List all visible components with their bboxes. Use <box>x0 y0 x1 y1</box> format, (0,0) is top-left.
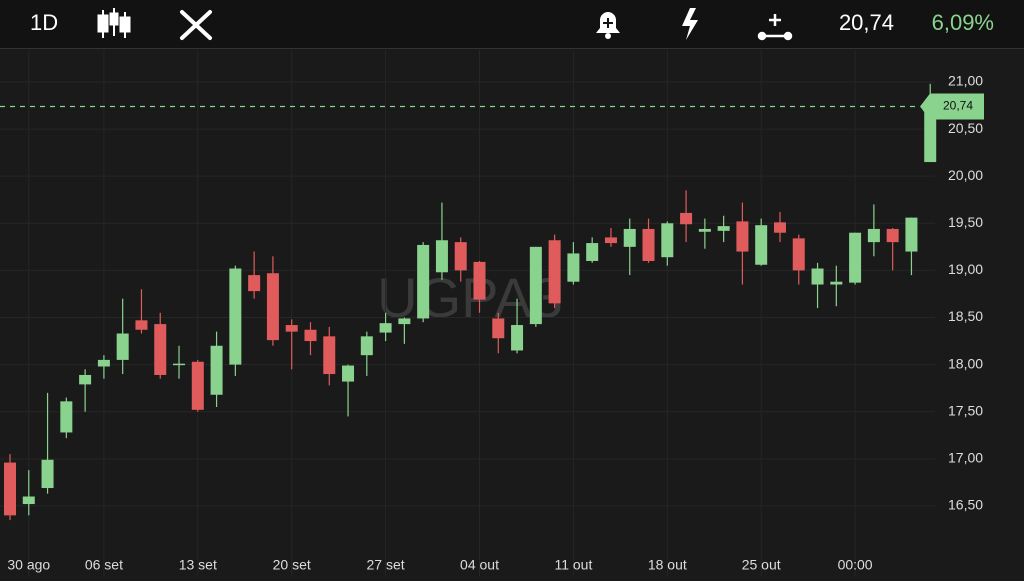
x-tick-label: 11 out <box>554 557 592 573</box>
x-tick-label: 27 set <box>367 557 405 573</box>
candle-body <box>22 496 35 505</box>
y-tick-label: 20,00 <box>948 167 983 183</box>
candle-body <box>360 336 373 356</box>
y-tick-label: 21,00 <box>948 73 983 89</box>
candle-body <box>266 273 279 341</box>
candle-body <box>97 359 110 367</box>
last-price-label: 20,74 <box>943 99 973 113</box>
candle-body <box>398 318 411 325</box>
candle-body <box>342 365 355 382</box>
price: 20,74 <box>839 10 894 35</box>
candle-body <box>191 361 204 410</box>
y-tick-label: 16,50 <box>948 497 983 513</box>
candle-body <box>529 246 542 325</box>
candle-body <box>229 268 242 365</box>
candle-body <box>417 244 430 319</box>
x-tick-label: 30 ago <box>7 557 50 573</box>
candle-body <box>435 240 448 273</box>
candle-body <box>60 401 73 433</box>
candle-body <box>886 228 899 243</box>
alert-icon[interactable] <box>596 12 620 39</box>
candle-body <box>304 329 317 342</box>
candle-body <box>717 226 730 231</box>
candle-type-icon[interactable] <box>97 8 131 38</box>
candle-body <box>41 459 54 489</box>
candle-body <box>154 324 167 375</box>
candle-body <box>4 462 16 516</box>
candle-body <box>135 320 148 330</box>
x-tick-label: 25 out <box>742 557 781 573</box>
x-tick-label: 00:00 <box>838 557 873 573</box>
candle-body <box>905 217 918 252</box>
x-tick-label: 13 set <box>179 557 217 573</box>
candle-body <box>473 261 486 300</box>
x-tick-label: 04 out <box>460 557 499 573</box>
y-tick-label: 19,50 <box>948 214 983 230</box>
candle-body <box>548 240 561 304</box>
candle-body <box>867 228 880 243</box>
candle-body <box>736 221 749 252</box>
candle-body <box>116 333 129 360</box>
x-tick-label: 20 set <box>273 557 311 573</box>
candle-body <box>511 325 524 351</box>
candle-body <box>285 325 298 332</box>
candle-body <box>173 363 186 366</box>
candle-body <box>379 323 392 333</box>
last-price-tag <box>920 93 984 120</box>
candle-body <box>454 242 467 271</box>
candle-body <box>323 336 336 375</box>
candle-body <box>248 275 261 292</box>
candle-body <box>604 237 617 244</box>
interval-button[interactable]: 1D <box>30 10 58 35</box>
candle-body <box>586 243 599 261</box>
candle-body <box>830 281 843 285</box>
candle-body <box>755 225 768 265</box>
candle-body <box>492 318 505 339</box>
candle-body <box>567 253 580 282</box>
candle-body <box>792 238 805 271</box>
y-tick-label: 18,50 <box>948 308 983 324</box>
x-tick-label: 18 out <box>648 557 687 573</box>
candle-body <box>811 268 824 285</box>
candle-body <box>210 345 223 395</box>
candle-body <box>661 223 674 258</box>
y-tick-label: 20,50 <box>948 120 983 136</box>
candle-body <box>642 228 655 261</box>
tools-icon[interactable] <box>180 10 212 40</box>
y-tick-label: 19,00 <box>948 261 983 277</box>
change: 6,09% <box>932 10 994 35</box>
candle-body <box>623 228 636 247</box>
candle-body <box>680 212 693 225</box>
candle-body <box>698 228 711 232</box>
candle-body <box>849 232 862 283</box>
candle-body <box>773 222 786 233</box>
x-tick-label: 06 set <box>85 557 123 573</box>
candle-body <box>79 374 92 385</box>
y-tick-label: 17,00 <box>948 450 983 466</box>
plot: 16,50 17,00 17,50 18,00 18,50 19,00 19,50 20,00… <box>0 50 984 576</box>
toolbar <box>0 0 1024 48</box>
y-tick-label: 17,50 <box>948 402 983 418</box>
order-icon[interactable] <box>757 14 793 41</box>
candle-body <box>924 106 937 163</box>
y-tick-label: 18,00 <box>948 355 983 371</box>
flash-icon[interactable] <box>682 8 698 40</box>
